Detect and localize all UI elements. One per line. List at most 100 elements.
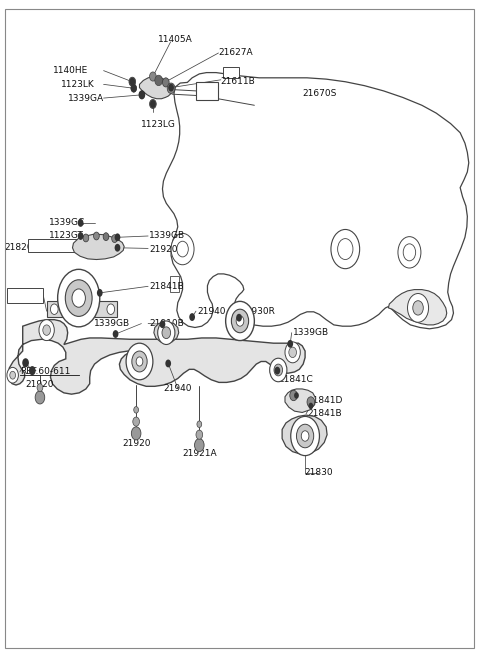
Bar [28,238,96,252]
Circle shape [403,244,416,261]
Circle shape [129,77,136,86]
Bar [7,288,43,303]
Circle shape [177,241,188,257]
Text: 21910B: 21910B [149,319,184,328]
Circle shape [301,431,309,441]
Circle shape [10,371,15,379]
Circle shape [162,78,169,87]
Text: 21841D: 21841D [307,396,342,405]
Text: 21841C: 21841C [278,375,313,384]
Text: 21940: 21940 [197,307,226,316]
Circle shape [168,84,174,92]
Text: 1123GT: 1123GT [48,231,84,240]
Circle shape [131,84,137,92]
Text: 21611B: 21611B [221,77,256,86]
Circle shape [35,391,45,404]
Bar [223,67,239,79]
Circle shape [94,232,99,240]
Circle shape [294,392,299,399]
Circle shape [165,360,171,367]
Text: REF.60-611: REF.60-611 [20,367,70,377]
Circle shape [65,280,92,316]
Circle shape [132,351,147,372]
Circle shape [155,75,162,86]
Circle shape [139,90,145,100]
Bar [196,82,218,100]
Text: 11405A: 11405A [158,35,193,45]
Circle shape [134,407,139,413]
Circle shape [196,430,203,440]
Polygon shape [388,290,447,325]
Circle shape [131,84,137,92]
Text: 1339GA: 1339GA [68,94,104,103]
Circle shape [290,390,298,401]
Circle shape [226,301,254,341]
Circle shape [197,421,202,428]
Circle shape [270,358,287,382]
Circle shape [288,340,293,348]
Circle shape [78,219,84,227]
Circle shape [309,403,313,409]
Circle shape [398,236,421,268]
Circle shape [115,244,120,252]
Circle shape [167,83,175,94]
Circle shape [83,234,89,242]
Circle shape [150,100,156,109]
Circle shape [113,330,119,338]
Text: 21820M: 21820M [4,242,41,252]
Text: 1123LK: 1123LK [60,80,94,89]
Text: 1140HE: 1140HE [53,66,89,75]
Polygon shape [140,77,172,99]
Polygon shape [154,322,179,343]
Text: 1339GC: 1339GC [48,218,85,227]
Circle shape [139,91,145,99]
Circle shape [76,295,81,301]
Circle shape [150,100,156,108]
Polygon shape [282,415,327,455]
Text: 21920: 21920 [149,244,178,253]
Circle shape [337,238,353,259]
Bar [47,301,118,317]
Circle shape [162,327,170,339]
Polygon shape [59,284,98,313]
Text: 21830: 21830 [305,468,333,477]
Text: 1339GB: 1339GB [149,231,185,240]
Text: 21810A: 21810A [8,292,43,301]
Circle shape [157,321,175,345]
Circle shape [107,304,115,314]
Circle shape [285,342,300,363]
Circle shape [189,313,195,321]
Circle shape [50,304,58,314]
Text: 1339GB: 1339GB [293,328,329,337]
Circle shape [103,233,109,240]
Text: 21920: 21920 [123,439,151,447]
Circle shape [97,289,103,297]
Circle shape [115,233,120,241]
Circle shape [194,439,204,452]
Circle shape [22,358,29,367]
Circle shape [171,233,194,265]
Text: 1123LG: 1123LG [141,121,176,130]
Circle shape [72,289,85,307]
Circle shape [130,78,135,86]
Text: 1339GB: 1339GB [94,319,130,328]
Circle shape [58,269,100,327]
Polygon shape [8,320,305,394]
Circle shape [275,367,280,375]
Circle shape [39,320,54,341]
Text: 21841B: 21841B [307,409,342,419]
Text: 21940: 21940 [164,384,192,393]
Text: 21627A: 21627A [218,48,253,58]
Circle shape [7,367,18,383]
Circle shape [112,234,118,242]
Circle shape [236,316,244,326]
Circle shape [43,325,50,335]
Polygon shape [285,389,316,413]
Circle shape [133,417,140,426]
Circle shape [78,232,84,240]
Circle shape [291,417,320,456]
Circle shape [274,364,283,376]
Circle shape [132,427,141,440]
Circle shape [307,397,315,407]
Text: 21930R: 21930R [240,307,275,316]
